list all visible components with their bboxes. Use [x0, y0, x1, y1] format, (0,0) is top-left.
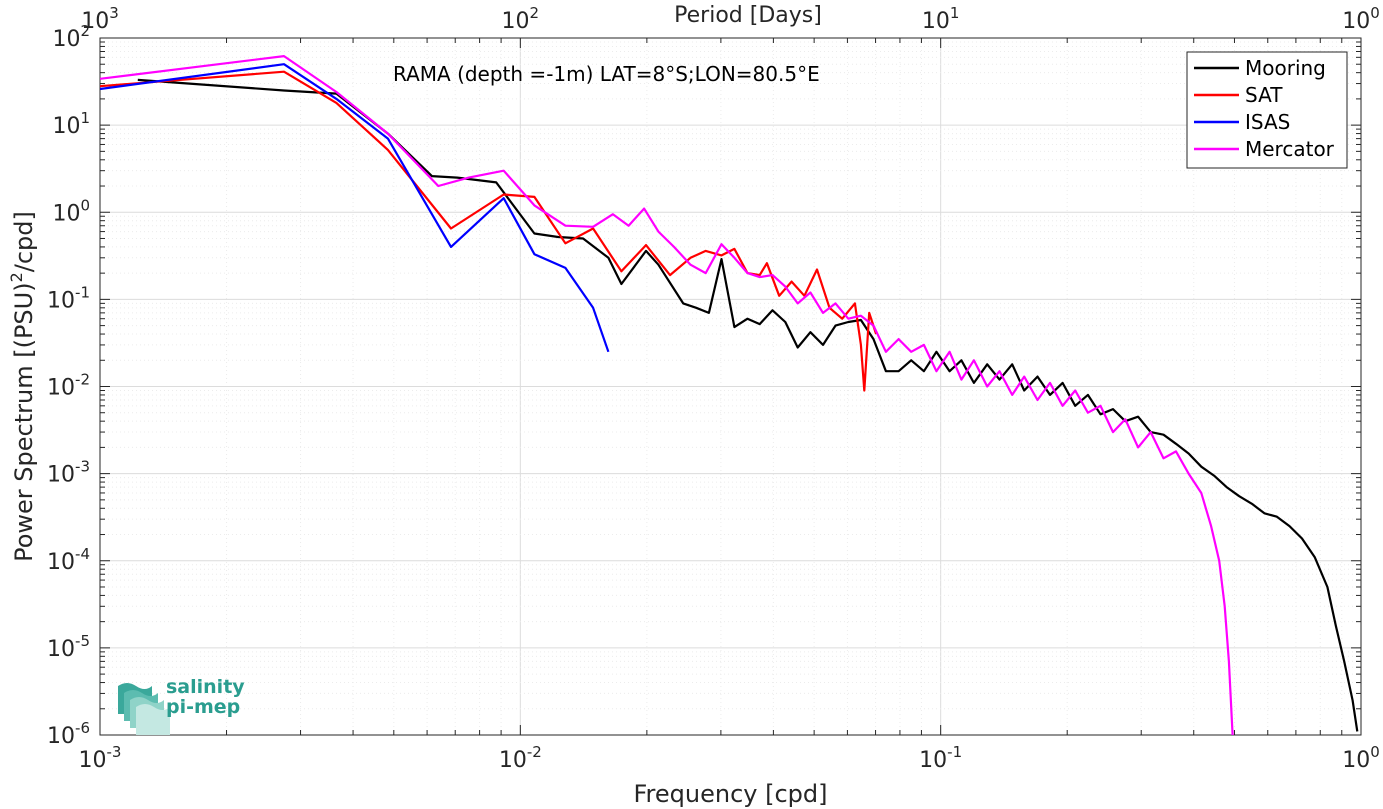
top-tick-label-base: 10: [922, 9, 950, 34]
salinity-pi-mep-logo: salinity pi-mep: [118, 676, 245, 735]
y-tick-label-base: 10: [47, 376, 75, 401]
logo-waves-icon: [118, 683, 170, 735]
x-tick-label-exponent: 0: [1370, 743, 1380, 761]
logo-line2: pi-mep: [166, 696, 240, 718]
y-axis-title-superscript: 2: [7, 272, 26, 282]
y-tick-label-base: 10: [47, 288, 75, 313]
y-tick-label-exponent: -3: [75, 458, 90, 476]
y-tick-label-base: 10: [47, 550, 75, 575]
y-axis-title: Power Spectrum [(PSU)2/cpd]: [7, 211, 38, 562]
x-tick-label-exponent: -2: [527, 743, 542, 761]
y-tick-label-exponent: -5: [75, 632, 90, 650]
top-tick-label-base: 10: [1342, 9, 1370, 34]
y-tick-label: 10-1: [47, 283, 90, 313]
x-tick-label-base: 10: [79, 748, 107, 773]
x-tick-label: 10-3: [79, 743, 122, 773]
top-tick-label-exponent: 1: [950, 4, 960, 22]
y-tick-label: 10-2: [47, 371, 90, 401]
y-tick-label-exponent: 2: [80, 22, 90, 40]
legend-label-sat: SAT: [1245, 83, 1283, 107]
top-tick-label: 100: [1342, 4, 1380, 34]
y-tick-label-base: 10: [52, 114, 80, 139]
x-tick-label: 10-2: [499, 743, 542, 773]
x-tick-label-exponent: -3: [107, 743, 122, 761]
x-tick-label: 100: [1342, 743, 1380, 773]
y-tick-label-exponent: -2: [75, 371, 90, 389]
top-tick-label: 102: [502, 4, 540, 34]
y-tick-label-exponent: -6: [75, 719, 90, 737]
y-tick-label-exponent: -1: [75, 283, 90, 301]
y-tick-label-exponent: 1: [80, 109, 90, 127]
logo-wave-shape: [136, 704, 170, 735]
tick-marks: [99, 37, 1362, 736]
y-tick-label-base: 10: [52, 201, 80, 226]
series-line-mercator: [100, 54, 1234, 735]
y-tick-label: 10-6: [47, 719, 90, 749]
legend-label-isas: ISAS: [1245, 110, 1290, 134]
x-tick-label-base: 10: [1342, 748, 1370, 773]
y-tick-label: 10-4: [47, 545, 90, 575]
y-tick-label: 100: [52, 196, 90, 226]
legend-label-mercator: Mercator: [1245, 137, 1335, 161]
top-tick-label: 101: [922, 4, 960, 34]
x-tick-label-exponent: -1: [947, 743, 962, 761]
y-axis-title-main: Power Spectrum [(PSU): [10, 282, 38, 561]
x-axis-title: Frequency [cpd]: [633, 780, 827, 808]
top-tick-label-base: 10: [81, 9, 109, 34]
x-tick-label-base: 10: [499, 748, 527, 773]
y-tick-label-exponent: -4: [75, 545, 90, 563]
legend-label-mooring: Mooring: [1245, 56, 1326, 80]
y-tick-label: 10-5: [47, 632, 90, 662]
y-tick-label: 102: [52, 22, 90, 52]
y-tick-label-base: 10: [52, 27, 80, 52]
y-tick-label: 101: [52, 109, 90, 139]
y-axis-title-tail: /cpd]: [10, 211, 38, 272]
y-tick-label: 10-3: [47, 458, 90, 488]
top-tick-label-exponent: 0: [1370, 4, 1380, 22]
legend: Mooring SAT ISAS Mercator: [1186, 51, 1348, 169]
top-tick-label-exponent: 2: [530, 4, 540, 22]
y-tick-label-base: 10: [47, 637, 75, 662]
x-tick-label: 10-1: [919, 743, 962, 773]
chart-annotation: RAMA (depth =-1m) LAT=8°S;LON=80.5°E: [393, 62, 820, 86]
y-tick-label-exponent: 0: [80, 196, 90, 214]
top-axis-title: Period [Days]: [674, 3, 822, 28]
series-line-isas: [100, 63, 610, 353]
logo-line1: salinity: [166, 676, 245, 698]
x-tick-label-base: 10: [919, 748, 947, 773]
top-tick-label-base: 10: [502, 9, 530, 34]
top-tick-label-exponent: 3: [109, 4, 119, 22]
y-tick-label-base: 10: [47, 724, 75, 749]
series-lines: [100, 54, 1359, 735]
top-tick-label: 103: [81, 4, 119, 34]
y-tick-label-base: 10: [47, 463, 75, 488]
